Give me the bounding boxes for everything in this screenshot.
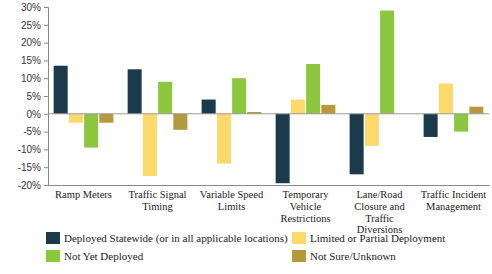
legend-item: Limited or Partial Deployment	[292, 232, 445, 244]
x-tick: Traffic SignalTiming	[128, 185, 186, 212]
bars	[54, 11, 484, 184]
y-tick-label: 15%	[21, 55, 41, 66]
legend-swatch	[292, 232, 306, 244]
bar	[424, 114, 438, 137]
bar	[173, 114, 187, 130]
bar	[69, 114, 83, 123]
bar	[84, 114, 98, 148]
series	[99, 105, 483, 130]
y-tick-mark	[44, 7, 48, 8]
legend-item: Deployed Statewide (or in all applicable…	[46, 232, 288, 245]
bar	[454, 114, 468, 132]
bar	[321, 105, 335, 114]
legend-label: Limited or Partial Deployment	[310, 232, 445, 244]
y-tick: -5%	[23, 126, 48, 137]
y-tick-mark	[44, 167, 48, 168]
bar	[306, 64, 320, 114]
y-tick-label: -5%	[23, 126, 41, 137]
bar	[158, 82, 172, 114]
bar	[232, 78, 246, 114]
y-tick-label: 10%	[21, 73, 41, 84]
category-label: Traffic SignalTiming	[128, 189, 186, 212]
legend-label: Not Yet Deployed	[64, 250, 144, 262]
y-tick: 20%	[21, 37, 48, 48]
legend-swatch	[292, 250, 306, 262]
bar	[99, 114, 113, 123]
bar	[350, 114, 364, 175]
y-tick: -20%	[18, 180, 48, 191]
bar	[291, 100, 305, 114]
category-label: Variable SpeedLimits	[200, 189, 264, 212]
category-label: Traffic IncidentManagement	[421, 189, 487, 212]
series	[69, 84, 453, 177]
legend-item: Not Sure/Unknown	[292, 250, 396, 262]
y-tick: 15%	[21, 55, 48, 66]
y-tick-mark	[44, 185, 48, 186]
bar	[54, 66, 68, 114]
y-tick: 5%	[27, 91, 48, 102]
y-tick-mark	[44, 114, 48, 115]
y-tick-mark	[44, 149, 48, 150]
y-tick-label: 25%	[21, 20, 41, 31]
x-tick: Lane/RoadClosure andTrafficDiversions	[354, 185, 405, 235]
bar	[380, 11, 394, 114]
y-tick-mark	[44, 60, 48, 61]
y-tick: 25%	[21, 20, 48, 31]
y-tick: 10%	[21, 73, 48, 84]
y-tick-mark	[44, 78, 48, 79]
y-tick-label: 20%	[21, 37, 41, 48]
y-axis: -20% -15% -10% -5% 0% 5% 10% 15% 20% 25% 30%	[18, 2, 49, 191]
legend: Deployed Statewide (or in all applicable…	[46, 232, 445, 262]
series	[54, 66, 438, 183]
category-label: TemporaryVehicleRestrictions	[280, 189, 330, 223]
y-tick: -15%	[18, 162, 48, 173]
chart: -20% -15% -10% -5% 0% 5% 10% 15% 20% 25% 30% Ramp M…	[0, 0, 492, 274]
bar	[439, 84, 453, 114]
y-tick-label: 30%	[21, 2, 41, 13]
x-tick: TemporaryVehicleRestrictions	[280, 185, 330, 224]
y-tick-label: 5%	[27, 91, 42, 102]
legend-label: Deployed Statewide (or in all applicable…	[64, 232, 288, 245]
y-tick-mark	[44, 25, 48, 26]
x-tick: Ramp Meters	[55, 185, 112, 200]
y-tick: 30%	[21, 2, 48, 13]
y-tick-mark	[44, 43, 48, 44]
x-axis: Ramp Meters Traffic SignalTiming Variable …	[49, 185, 490, 235]
legend-swatch	[46, 232, 60, 244]
y-tick: -10%	[18, 144, 48, 155]
y-tick-label: -20%	[18, 180, 41, 191]
bar	[276, 114, 290, 183]
category-label: Lane/RoadClosure andTrafficDiversions	[354, 189, 405, 235]
y-tick: 0%	[27, 109, 48, 120]
bar	[365, 114, 379, 146]
x-axis-line	[49, 185, 490, 186]
y-tick-label: -15%	[18, 162, 41, 173]
bar	[143, 114, 157, 176]
y-tick-mark	[44, 96, 48, 97]
legend-item: Not Yet Deployed	[46, 250, 144, 262]
x-tick: Traffic IncidentManagement	[421, 185, 487, 212]
bar	[202, 100, 216, 114]
y-tick-label: -10%	[18, 144, 41, 155]
zero-line	[48, 113, 489, 114]
series	[84, 11, 468, 148]
bar	[217, 114, 231, 164]
legend-label: Not Sure/Unknown	[310, 250, 396, 262]
y-tick-label: 0%	[27, 109, 42, 120]
category-label: Ramp Meters	[55, 189, 112, 200]
legend-swatch	[46, 250, 60, 262]
bar	[128, 69, 142, 114]
y-axis-line	[44, 8, 49, 186]
bar	[469, 107, 483, 114]
x-tick: Variable SpeedLimits	[200, 185, 264, 212]
y-tick-mark	[44, 132, 48, 133]
